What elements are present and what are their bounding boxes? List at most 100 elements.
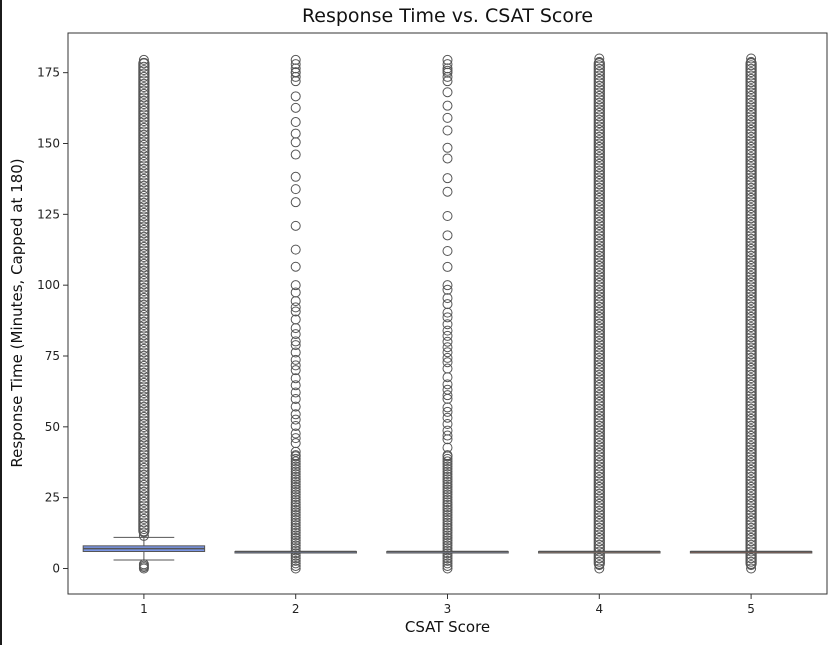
outlier-point [290, 466, 301, 477]
outlier-point [746, 369, 757, 380]
outlier-point [746, 155, 757, 166]
outlier-point [442, 442, 453, 453]
outlier-point [594, 237, 605, 248]
outlier-point [138, 238, 149, 249]
y-tick-label: 0 [52, 562, 60, 576]
outlier-point [746, 475, 757, 486]
outlier-point [594, 182, 605, 193]
outlier-point [442, 100, 453, 111]
outlier-point [594, 128, 605, 139]
outlier-point [138, 146, 149, 157]
outlier-point [594, 118, 605, 129]
outlier-point [290, 373, 301, 384]
outlier-point [746, 318, 757, 329]
outlier-point [138, 411, 149, 422]
outlier-point [746, 237, 757, 248]
outlier-point [442, 319, 453, 330]
outlier-point [746, 400, 757, 411]
outlier-point [746, 532, 757, 543]
x-tick-label: 4 [595, 602, 603, 616]
outlier-point [746, 114, 757, 125]
outlier-point [442, 357, 453, 368]
outlier-point [746, 342, 757, 353]
outlier-point [138, 490, 149, 501]
outlier-point [290, 438, 301, 449]
outlier-point [594, 373, 605, 384]
outlier-point [138, 476, 149, 487]
outlier-point [746, 468, 757, 479]
outlier-point [138, 367, 149, 378]
outlier-point [594, 356, 605, 367]
outlier-point [746, 162, 757, 173]
outlier-point [442, 492, 453, 503]
outlier-point [138, 71, 149, 82]
outlier-point [138, 177, 149, 188]
outlier-point [594, 468, 605, 479]
outlier-point [290, 525, 301, 536]
outlier-point [442, 330, 453, 341]
outlier-point [290, 450, 301, 461]
outlier-point [594, 420, 605, 431]
y-tick-label: 100 [37, 278, 60, 292]
outlier-point [594, 335, 605, 346]
outlier-point [594, 264, 605, 275]
outlier-point [746, 87, 757, 98]
outlier-point [442, 484, 453, 495]
outlier-point [290, 329, 301, 340]
outlier-point [290, 492, 301, 503]
outlier-point [138, 58, 149, 69]
outlier-point [290, 102, 301, 113]
outlier-point [746, 498, 757, 509]
outlier-point [290, 91, 301, 102]
outlier-point [746, 53, 757, 64]
outlier-point [746, 67, 757, 78]
outlier-point [442, 261, 453, 272]
outlier-point [746, 182, 757, 193]
outlier-point [442, 560, 453, 571]
outlier-point [594, 352, 605, 363]
outlier-point [290, 512, 301, 523]
outlier-point [442, 515, 453, 526]
outlier-point [594, 77, 605, 88]
x-tick-label: 1 [140, 602, 148, 616]
outlier-point [746, 478, 757, 489]
outlier-point [138, 126, 149, 137]
outlier-point [594, 291, 605, 302]
outlier-point [746, 430, 757, 441]
outlier-point [442, 230, 453, 241]
outlier-point [594, 417, 605, 428]
outlier-point [594, 267, 605, 278]
x-tick-label: 2 [292, 602, 300, 616]
outlier-point [594, 434, 605, 445]
outlier-point [746, 206, 757, 217]
outlier-point [594, 560, 605, 571]
outlier-point [290, 414, 301, 425]
outlier-point [442, 466, 453, 477]
outlier-point [594, 556, 605, 567]
outlier-point [746, 107, 757, 118]
outlier-point [138, 180, 149, 191]
outlier-point [594, 203, 605, 214]
outlier-point [138, 445, 149, 456]
outlier-point [594, 240, 605, 251]
outlier-point [746, 488, 757, 499]
outlier-point [290, 509, 301, 520]
outlier-point [746, 209, 757, 220]
outlier-point [290, 489, 301, 500]
x-axis-label: CSAT Score [404, 618, 491, 636]
outlier-point [594, 192, 605, 203]
outlier-point [746, 390, 757, 401]
outlier-point [138, 493, 149, 504]
outlier-point [746, 148, 757, 159]
outlier-point [290, 128, 301, 139]
outlier-point [746, 250, 757, 261]
outlier-point [138, 323, 149, 334]
outlier-point [746, 298, 757, 309]
outlier-point [594, 539, 605, 550]
outlier-point [594, 481, 605, 492]
outlier-point [290, 54, 301, 65]
outlier-point [442, 186, 453, 197]
outlier-point [138, 432, 149, 443]
outlier-point [138, 78, 149, 89]
outlier-point [594, 90, 605, 101]
